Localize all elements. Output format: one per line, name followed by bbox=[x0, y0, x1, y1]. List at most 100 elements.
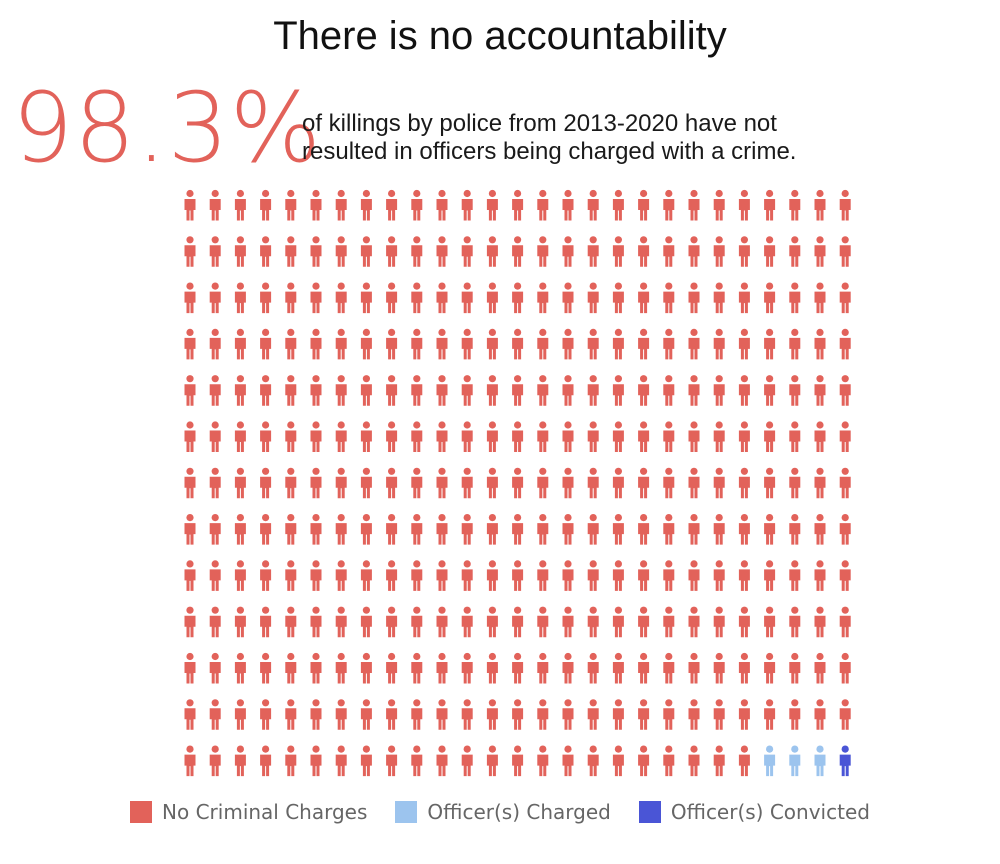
person-icon bbox=[764, 421, 776, 452]
legend-swatch-convicted bbox=[638, 801, 661, 823]
person-icon bbox=[461, 606, 473, 638]
person-icon bbox=[562, 189, 574, 221]
person-icon bbox=[663, 189, 675, 221]
legend: No Criminal Charges Officer(s) Charged O… bbox=[0, 800, 1000, 824]
person-icon bbox=[512, 421, 524, 452]
person-icon bbox=[386, 189, 398, 221]
person-icon bbox=[386, 375, 398, 406]
person-icon bbox=[562, 606, 574, 638]
person-icon bbox=[512, 745, 524, 777]
person-icon bbox=[335, 282, 347, 314]
person-icon bbox=[562, 236, 574, 267]
person-icon bbox=[310, 699, 322, 730]
person-icon bbox=[612, 328, 624, 360]
person-icon bbox=[688, 421, 700, 452]
person-icon bbox=[612, 467, 624, 499]
person-icon bbox=[764, 467, 776, 499]
person-icon bbox=[184, 652, 196, 684]
person-icon bbox=[335, 745, 347, 777]
person-icon bbox=[234, 467, 246, 499]
person-icon bbox=[310, 606, 322, 638]
person-icon bbox=[461, 652, 473, 684]
person-icon bbox=[713, 467, 725, 499]
person-icon bbox=[411, 745, 423, 777]
person-icon bbox=[209, 375, 221, 406]
person-icon bbox=[411, 606, 423, 638]
person-icon bbox=[738, 282, 750, 314]
person-icon bbox=[184, 514, 196, 545]
person-icon bbox=[436, 328, 448, 360]
person-icon bbox=[738, 467, 750, 499]
person-icon bbox=[486, 421, 498, 452]
person-icon bbox=[738, 236, 750, 267]
person-icon bbox=[209, 328, 221, 360]
person-icon bbox=[260, 560, 272, 591]
person-icon bbox=[411, 560, 423, 591]
person-icon bbox=[209, 514, 221, 545]
person-icon bbox=[486, 328, 498, 360]
person-icon bbox=[587, 514, 599, 545]
person-icon bbox=[260, 652, 272, 684]
person-icon bbox=[386, 699, 398, 730]
person-icon bbox=[612, 652, 624, 684]
person-icon bbox=[713, 652, 725, 684]
person-icon bbox=[587, 699, 599, 730]
person-icon bbox=[436, 189, 448, 221]
person-icon bbox=[764, 282, 776, 314]
person-icon bbox=[335, 560, 347, 591]
subtitle: of killings by police from 2013-2020 hav… bbox=[302, 110, 942, 166]
person-icon bbox=[814, 699, 826, 730]
person-icon bbox=[688, 560, 700, 591]
person-icon bbox=[713, 375, 725, 406]
person-icon bbox=[789, 699, 801, 730]
person-icon bbox=[562, 745, 574, 777]
person-icon bbox=[638, 745, 650, 777]
person-icon bbox=[285, 699, 297, 730]
person-icon bbox=[562, 421, 574, 452]
person-icon bbox=[234, 652, 246, 684]
person-icon bbox=[436, 606, 448, 638]
person-icon bbox=[209, 652, 221, 684]
person-icon bbox=[184, 560, 196, 591]
person-icon bbox=[285, 328, 297, 360]
person-icon bbox=[260, 467, 272, 499]
person-icon bbox=[360, 606, 372, 638]
person-icon bbox=[184, 375, 196, 406]
person-icon bbox=[713, 421, 725, 452]
person-icon bbox=[738, 189, 750, 221]
person-icon bbox=[310, 189, 322, 221]
person-icon bbox=[386, 282, 398, 314]
person-icon bbox=[738, 560, 750, 591]
person-icon bbox=[461, 375, 473, 406]
person-icon bbox=[789, 282, 801, 314]
person-icon bbox=[285, 652, 297, 684]
person-icon bbox=[411, 652, 423, 684]
person-icon bbox=[386, 745, 398, 777]
person-icon bbox=[638, 421, 650, 452]
person-icon bbox=[461, 421, 473, 452]
person-icon bbox=[587, 745, 599, 777]
person-icon bbox=[839, 467, 851, 499]
person-icon bbox=[764, 652, 776, 684]
person-icon bbox=[764, 375, 776, 406]
person-icon bbox=[436, 652, 448, 684]
person-icon bbox=[360, 467, 372, 499]
person-icon bbox=[537, 514, 549, 545]
person-icon bbox=[184, 467, 196, 499]
person-icon bbox=[310, 236, 322, 267]
person-icon bbox=[587, 652, 599, 684]
person-icon bbox=[713, 560, 725, 591]
person-icon bbox=[461, 514, 473, 545]
person-icon bbox=[335, 606, 347, 638]
person-icon bbox=[360, 282, 372, 314]
person-icon bbox=[411, 699, 423, 730]
person-icon bbox=[688, 328, 700, 360]
person-icon bbox=[260, 236, 272, 267]
person-icon bbox=[411, 467, 423, 499]
person-icon bbox=[436, 282, 448, 314]
person-icon bbox=[209, 421, 221, 452]
person-icon bbox=[310, 421, 322, 452]
person-icon bbox=[436, 560, 448, 591]
legend-item-no-charges: No Criminal Charges bbox=[130, 800, 367, 824]
person-icon bbox=[486, 282, 498, 314]
